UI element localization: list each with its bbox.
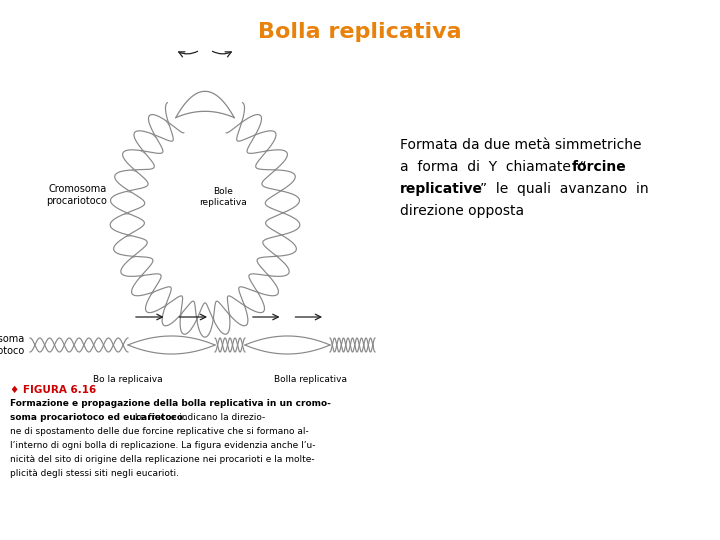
Text: ♦ FIGURA 6.16: ♦ FIGURA 6.16: [10, 385, 96, 395]
Text: Bolla replicativa: Bolla replicativa: [258, 22, 462, 42]
Text: forcine: forcine: [572, 160, 626, 174]
Text: direzione opposta: direzione opposta: [400, 204, 524, 218]
Text: Cromosoma
procariotoco: Cromosoma procariotoco: [46, 184, 107, 206]
Text: Le frecce indicano la direzio-: Le frecce indicano la direzio-: [132, 413, 266, 422]
Text: ne di spostamento delle due forcine replicative che si formano al-: ne di spostamento delle due forcine repl…: [10, 427, 309, 436]
Text: Bole
replicativa: Bole replicativa: [199, 187, 247, 207]
Text: Bolla replicativa: Bolla replicativa: [274, 375, 346, 384]
Text: Formazione e propagazione della bolla replicativa in un cromo-: Formazione e propagazione della bolla re…: [10, 399, 331, 408]
Text: a  forma  di  Y  chiamate  “: a forma di Y chiamate “: [400, 160, 587, 174]
Text: soma procariotoco ed eucariotoco.: soma procariotoco ed eucariotoco.: [10, 413, 186, 422]
Text: nicità del sito di origine della replicazione nei procarioti e la molte-: nicità del sito di origine della replica…: [10, 455, 315, 464]
Text: ”  le  quali  avanzano  in: ” le quali avanzano in: [480, 182, 649, 196]
Text: replicative: replicative: [400, 182, 483, 196]
Text: plicità degli stessi siti negli eucarioti.: plicità degli stessi siti negli eucariot…: [10, 469, 179, 478]
Text: l’interno di ogni bolla di replicazione. La figura evidenzia anche l’u-: l’interno di ogni bolla di replicazione.…: [10, 441, 315, 450]
Text: Cromosoma
eucariotoco: Cromosoma eucariotoco: [0, 334, 25, 356]
Text: Bo la replicaiva: Bo la replicaiva: [93, 375, 162, 384]
Text: Formata da due metà simmetriche: Formata da due metà simmetriche: [400, 138, 642, 152]
